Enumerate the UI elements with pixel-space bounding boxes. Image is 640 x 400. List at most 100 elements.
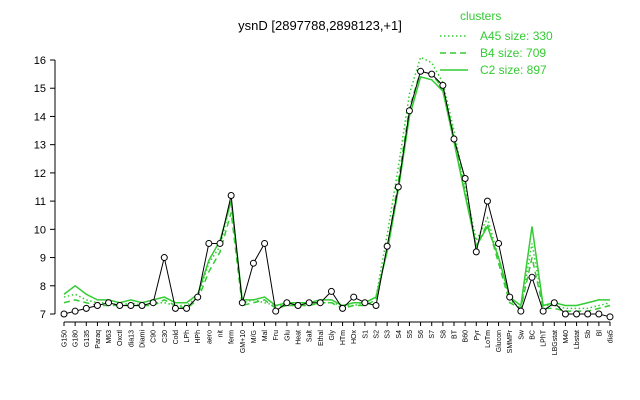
data-point [93, 302, 101, 310]
data-point [216, 239, 224, 247]
x-tick-label: ferm [229, 330, 236, 344]
cluster-line [63, 56, 611, 310]
x-tick-label: G180 [73, 330, 80, 347]
data-point [171, 304, 179, 312]
chart-title: ysnD [2897788,2898123,+1] [238, 18, 402, 33]
x-tick-label: S3 [385, 330, 392, 339]
x-tick-label: LPh [184, 330, 191, 343]
x-tick-label: Lbstat [574, 330, 581, 349]
data-point [483, 197, 491, 205]
data-point [528, 273, 536, 281]
legend-title: clusters [460, 9, 501, 23]
x-tick-label: G135 [84, 330, 91, 347]
data-point [60, 310, 68, 318]
data-point [227, 191, 235, 199]
y-tick-label: 12 [34, 168, 46, 180]
x-tick-label: HPh [195, 330, 202, 344]
data-point [127, 302, 135, 310]
data-point [405, 107, 413, 115]
data-point [394, 183, 402, 191]
x-tick-label: dia5 [608, 330, 615, 343]
x-tick-label: LBGstat [552, 330, 559, 355]
data-point [116, 302, 124, 310]
x-tick-label: G150 [62, 330, 69, 347]
x-tick-label: S1 [362, 330, 369, 339]
x-tick-label: dia13 [128, 330, 135, 347]
x-tick-label: S4 [396, 330, 403, 339]
x-tick-label: HOx [351, 330, 358, 345]
data-point [305, 299, 313, 307]
x-tick-label: B60 [463, 330, 470, 343]
x-tick-label: M63 [106, 330, 113, 344]
data-point [517, 307, 525, 315]
x-tick-label: Gly [329, 330, 336, 341]
data-point [261, 239, 269, 247]
x-tick-label: SMMPr [507, 329, 514, 353]
legend-label: C2 size: 897 [480, 63, 547, 77]
data-point [539, 307, 547, 315]
x-tick-label: M40 [563, 330, 570, 344]
data-point [71, 307, 79, 315]
x-tick-label: HTm [340, 330, 347, 345]
data-point [294, 302, 302, 310]
y-tick-label: 13 [34, 140, 46, 152]
x-tick-label: C90 [151, 330, 158, 343]
data-point [550, 299, 558, 307]
x-tick-label: Glu [284, 330, 291, 341]
x-tick-label: Mal [262, 330, 269, 342]
y-tick-label: 10 [34, 224, 46, 236]
data-point [82, 304, 90, 312]
data-point [316, 299, 324, 307]
x-tick-label: aero [206, 330, 213, 344]
x-tick-label: S7 [429, 330, 436, 339]
x-tick-label: Sb [585, 330, 592, 339]
data-point [205, 239, 213, 247]
x-tick-label: BC [530, 330, 537, 340]
data-point [417, 67, 425, 75]
data-point [138, 302, 146, 310]
data-point [105, 299, 113, 307]
data-point [495, 239, 503, 247]
x-tick-label: LPhT [541, 329, 548, 346]
data-point [238, 299, 246, 307]
x-tick-label: Oxctl [117, 330, 124, 346]
x-tick-label: Heat [296, 330, 303, 345]
data-point [339, 304, 347, 312]
data-point [272, 307, 280, 315]
data-line [63, 70, 611, 318]
data-point [350, 293, 358, 301]
x-tick-label: S6 [418, 330, 425, 339]
x-tick-label: S8 [440, 330, 447, 339]
y-tick-label: 7 [40, 309, 46, 321]
data-point [283, 299, 291, 307]
x-tick-label: Pyr [474, 329, 481, 340]
x-tick-label: nit [218, 330, 225, 337]
y-tick-label: 11 [35, 196, 46, 208]
x-tick-label: LoTm [485, 330, 492, 348]
x-tick-label: Fru [273, 330, 280, 341]
data-point [249, 259, 257, 267]
cluster-line [63, 76, 610, 307]
legend-label: A45 size: 330 [480, 29, 553, 43]
x-tick-label: Ethal [318, 330, 325, 346]
data-point [450, 135, 458, 143]
y-tick-label: 14 [34, 111, 46, 123]
data-point [472, 248, 480, 256]
x-tick-label: Salt [307, 330, 314, 342]
y-tick-label: 9 [40, 253, 46, 265]
data-point [561, 310, 569, 318]
data-point [194, 293, 202, 301]
x-tick-label: M/G [251, 330, 258, 343]
y-tick-label: 15 [34, 83, 46, 95]
x-tick-label: Bl [596, 330, 603, 337]
data-point [573, 310, 581, 318]
x-tick-label: Diami [140, 330, 147, 348]
data-point [149, 299, 157, 307]
x-tick-label: S2 [374, 330, 381, 339]
data-point [461, 175, 469, 183]
data-point [584, 310, 592, 318]
data-point [383, 242, 391, 250]
x-tick-label: C30 [162, 330, 169, 343]
legend-label: B4 size: 709 [480, 46, 546, 60]
data-point [361, 299, 369, 307]
